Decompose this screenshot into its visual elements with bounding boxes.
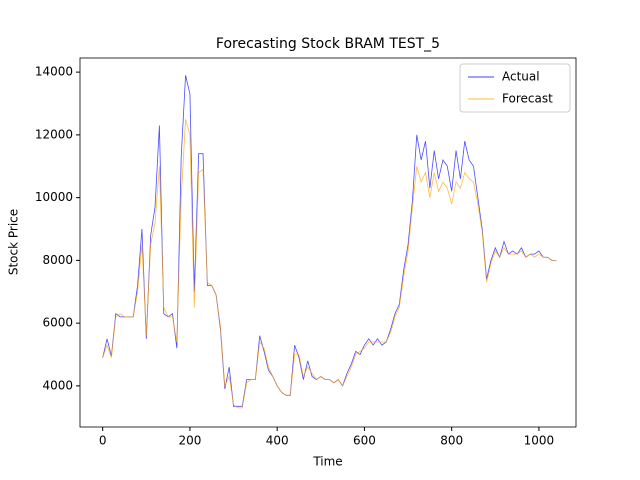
y-tick-label: 14000: [35, 65, 73, 79]
legend-box: [459, 63, 571, 113]
legend-label: Actual: [502, 70, 540, 84]
y-tick-label: 8000: [42, 253, 73, 267]
x-tick-label: 0: [99, 434, 107, 448]
y-tick-label: 12000: [35, 127, 73, 141]
legend-label: Forecast: [502, 92, 553, 106]
x-tick-label: 1000: [524, 434, 555, 448]
x-tick-label: 600: [353, 434, 376, 448]
chart-title: Forecasting Stock BRAM TEST_5: [216, 36, 440, 52]
y-tick-label: 4000: [42, 378, 73, 392]
x-tick-label: 200: [178, 434, 201, 448]
x-axis-label: Time: [312, 455, 342, 469]
y-tick-label: 10000: [35, 190, 73, 204]
y-tick-label: 6000: [42, 316, 73, 330]
y-axis-label: Stock Price: [7, 209, 21, 275]
x-tick-label: 800: [440, 434, 463, 448]
x-tick-label: 400: [266, 434, 289, 448]
plot-frame: [79, 57, 577, 428]
series-line: [102, 119, 557, 409]
series-line: [102, 75, 557, 407]
